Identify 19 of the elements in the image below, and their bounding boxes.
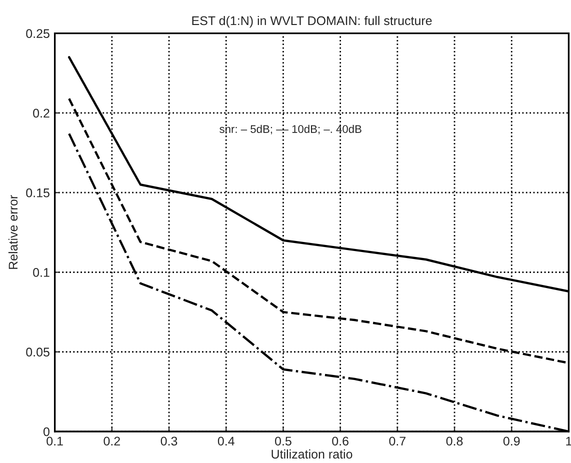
y-tick-label: 0.05 — [26, 348, 50, 357]
x-tick-label: 0.4 — [218, 436, 234, 446]
x-tick-label: 0.3 — [160, 436, 178, 446]
chart-title: EST d(1:N) in WVLT DOMAIN: full structure — [192, 16, 432, 28]
x-tick-label: 0.6 — [332, 436, 348, 446]
y-tick-label: 0.15 — [26, 188, 50, 198]
x-axis-title: Utilization ratio — [272, 449, 352, 459]
x-tick-label: 0.7 — [389, 436, 406, 446]
y-tick-label: 0.25 — [26, 29, 50, 38]
x-tick-label: 0.5 — [275, 436, 292, 446]
annotation: snr: – 5dB; –– 10dB; –. 40dB — [220, 124, 362, 134]
x-tick-label: 0.8 — [446, 436, 463, 446]
y-tick-label: 0.1 — [33, 268, 50, 277]
x-tick-label: 0.2 — [104, 436, 120, 446]
x-tick-label: 0.1 — [46, 436, 63, 446]
y-tick-label: 0.2 — [33, 108, 50, 118]
y-axis-title: Relative error — [8, 195, 18, 269]
x-tick-label: 0.9 — [503, 436, 520, 446]
y-tick-label: 0 — [43, 427, 50, 436]
